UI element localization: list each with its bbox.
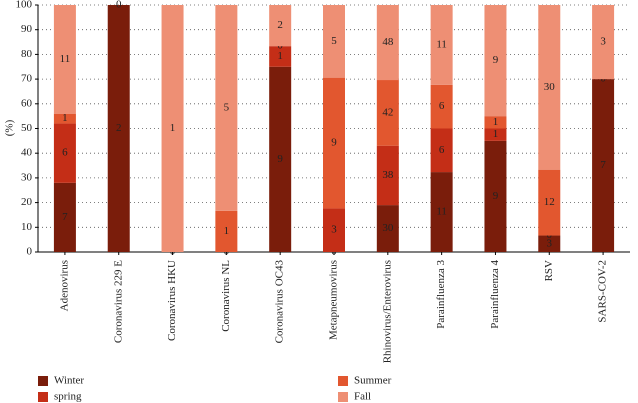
data-label: 11 [60, 53, 71, 65]
legend-label: spring [54, 391, 82, 403]
bar-segment [484, 128, 507, 141]
data-label: 7 [600, 159, 606, 171]
bar-segment [323, 77, 345, 209]
bar-segment [430, 84, 453, 129]
data-label: 9 [331, 137, 337, 149]
bar-segment [376, 5, 399, 81]
data-label: 5 [331, 35, 337, 47]
bar-segment [592, 5, 615, 80]
data-label: 30 [382, 222, 394, 234]
y-tick-label: 30 [21, 171, 33, 183]
data-label: 6 [439, 100, 445, 112]
x-tick-label: Metapneumovirus [328, 260, 340, 340]
bar-segment [323, 5, 345, 78]
y-tick-label: 50 [21, 122, 33, 134]
data-label: 11 [436, 38, 447, 50]
x-tick-label: Parainfluenza 4 [489, 260, 501, 329]
bar-segment [430, 128, 453, 173]
legend-swatch [38, 376, 48, 386]
data-label: 6 [62, 147, 68, 159]
bar-segment [53, 182, 76, 252]
data-label: 6 [439, 144, 445, 156]
data-label: 30 [544, 81, 556, 93]
bar-segment [376, 205, 399, 252]
bar-segment [269, 66, 292, 252]
y-tick-label: 90 [21, 23, 33, 35]
legend-swatch [338, 376, 348, 386]
y-tick-label: 80 [21, 48, 33, 60]
data-label: 38 [382, 169, 394, 181]
bar-segment [430, 5, 453, 85]
x-tick-label: Coronavirus OC43 [274, 260, 286, 344]
data-label: 1 [224, 225, 230, 237]
data-label: 11 [436, 206, 447, 218]
y-tick-label: 20 [21, 196, 33, 208]
data-label: 1 [277, 50, 283, 62]
data-label: 9 [277, 153, 283, 165]
bar-segment [53, 113, 76, 124]
bar-segment [107, 5, 130, 252]
bar-segment [53, 5, 76, 114]
bar-segment [215, 5, 238, 211]
data-label: 1 [493, 116, 499, 128]
bar-segment [592, 79, 615, 252]
x-tick-label: RSV [543, 260, 555, 281]
bar-segment [484, 116, 507, 129]
legend-label: Summer [354, 375, 392, 387]
bar-segment [430, 172, 453, 252]
data-label: 1 [493, 128, 499, 140]
x-tick-label: SARS-COV-2 [597, 260, 609, 323]
data-label: 1 [170, 122, 176, 134]
legend-label: Fall [354, 391, 371, 403]
legend-swatch [38, 392, 48, 402]
y-axis-label: (%) [4, 119, 16, 136]
x-tick-label: Coronavirus NL [220, 260, 232, 332]
bar-segment [269, 5, 292, 47]
x-tick-label: Adenovirus [58, 260, 70, 311]
data-label: 3 [331, 224, 337, 236]
y-tick-label: 70 [21, 73, 33, 85]
data-label: 48 [382, 36, 394, 48]
x-tick-label: Coronavirus 229 E [112, 260, 124, 343]
bar-segment [538, 235, 561, 252]
data-label: 9 [493, 54, 499, 66]
bar-segment [484, 5, 507, 117]
data-label: 42 [382, 106, 393, 118]
bar-segment [538, 169, 561, 236]
y-tick-label: 10 [21, 221, 33, 233]
bar-segment [376, 145, 399, 206]
data-label: 1 [62, 112, 68, 124]
y-tick-label: 100 [16, 0, 33, 11]
bar-segment [269, 46, 292, 67]
data-label: 3 [547, 237, 553, 249]
bar-segment [484, 140, 507, 252]
bar-segment [161, 5, 184, 252]
bar-segment [215, 210, 238, 252]
bar-segment [323, 208, 345, 252]
x-tick-label: Rhinovirus/Enterovirus [381, 260, 393, 363]
y-tick-label: 0 [27, 246, 33, 258]
data-label: 12 [544, 196, 555, 208]
legend-label: Winter [54, 375, 84, 387]
data-label: 0 [116, 0, 122, 11]
x-tick-label: Coronavirus HKU [166, 260, 178, 341]
data-label: 9 [493, 190, 499, 202]
legend-swatch [338, 392, 348, 402]
data-label: 2 [277, 19, 283, 31]
data-label: 2 [116, 122, 122, 134]
data-label: 3 [600, 36, 606, 48]
bar-segment [53, 123, 76, 183]
data-label: 5 [224, 101, 230, 113]
y-tick-label: 60 [21, 97, 33, 109]
bar-segment [376, 80, 399, 146]
x-tick-label: Parainfluenza 3 [435, 260, 447, 329]
y-tick-label: 40 [21, 147, 33, 159]
data-label: 7 [62, 211, 68, 223]
bar-segment [538, 5, 561, 170]
